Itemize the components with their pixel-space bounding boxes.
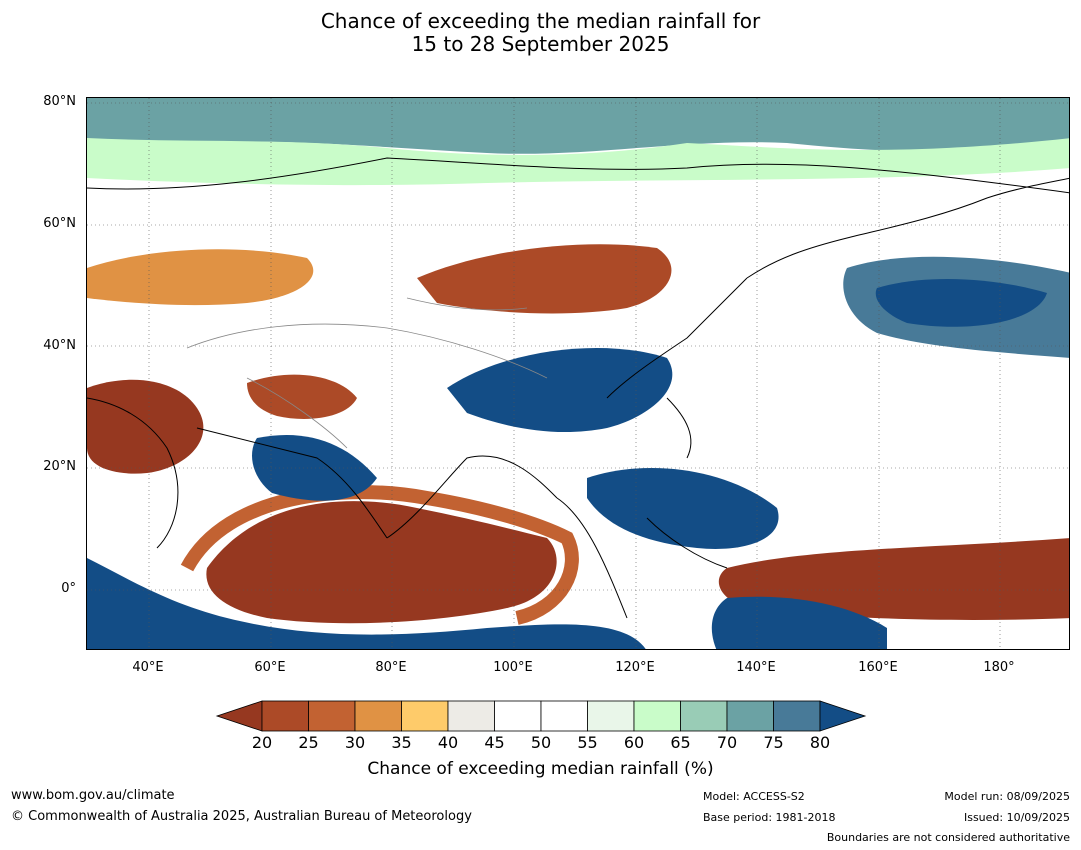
colorbar-segment: [494, 700, 542, 732]
footer-model: Model: ACCESS-S2: [703, 790, 805, 803]
lon-label-160e: 160°E: [858, 660, 898, 675]
colorbar-tick-label: 50: [530, 733, 552, 752]
dry-region-indian-ocean: [206, 501, 557, 624]
lat-label-20n: 20°N: [43, 459, 76, 474]
footer-website: www.bom.gov.au/climate: [11, 788, 175, 803]
dry-region-mongolia: [417, 244, 672, 314]
colorbar-segment: [726, 700, 774, 732]
colorbar-segments: [215, 700, 867, 732]
wet-region-tibet: [447, 348, 673, 433]
chart-title-line2: 15 to 28 September 2025: [411, 32, 670, 56]
footer-disclaimer: Boundaries are not considered authoritat…: [826, 831, 1070, 844]
wet-region-philippine-sea: [587, 468, 779, 549]
wet-region-arctic: [87, 98, 1069, 154]
lat-label-60n: 60°N: [43, 216, 76, 231]
rainfall-map: [86, 97, 1070, 650]
wet-region-north-pacific-core: [875, 278, 1047, 327]
colorbar-tick-label: 30: [344, 733, 366, 752]
colorbar-tick-label: 45: [484, 733, 505, 752]
dry-region-iran: [247, 374, 357, 419]
lon-label-120e: 120°E: [615, 660, 655, 675]
lon-label-80e: 80°E: [375, 660, 407, 675]
colorbar-segment: [540, 700, 588, 732]
colorbar-tick-label: 25: [298, 733, 319, 752]
colorbar-segment: [261, 700, 309, 732]
colorbar-tick-label: 20: [251, 733, 273, 752]
dry-region-central-asia: [87, 249, 314, 306]
lon-label-40e: 40°E: [132, 660, 164, 675]
dry-region-equatorial-pacific: [718, 538, 1069, 620]
wet-region-south-indian: [87, 558, 646, 649]
colorbar-tick-label: 35: [391, 733, 412, 752]
colorbar-tick-label: 60: [623, 733, 645, 752]
colorbar-label: Chance of exceeding median rainfall (%): [367, 759, 714, 779]
lon-label-180: 180°: [983, 660, 1015, 675]
chart-title-line1: Chance of exceeding the median rainfall …: [320, 9, 761, 33]
colorbar-tick-label: 75: [763, 733, 784, 752]
lon-label-100e: 100°E: [493, 660, 533, 675]
colorbar-segment: [773, 700, 821, 732]
colorbar-tick-label: 55: [577, 733, 598, 752]
colorbar-segment: [680, 700, 728, 732]
colorbar-tick-label: 65: [670, 733, 691, 752]
graticule: [87, 98, 1069, 649]
colorbar-under-arrow: [215, 700, 263, 732]
colorbar-tick-label: 80: [809, 733, 831, 752]
country-borders: [186, 297, 548, 449]
lat-label-0: 0°: [61, 581, 76, 596]
moist-region-arctic: [87, 138, 1069, 186]
lat-label-40n: 40°N: [43, 338, 76, 353]
colorbar-segment: [401, 700, 449, 732]
colorbar-over-arrow: [819, 700, 867, 732]
colorbar-tick-label: 70: [716, 733, 738, 752]
colorbar-segment: [587, 700, 635, 732]
colorbar-segment: [308, 700, 356, 732]
wet-region-coral-sea: [711, 596, 887, 649]
footer-copyright: © Commonwealth of Australia 2025, Austra…: [11, 809, 472, 824]
colorbar-tick-label: 40: [437, 733, 459, 752]
colorbar-segment: [447, 700, 495, 732]
footer-base-period: Base period: 1981-2018: [703, 811, 836, 824]
lon-label-60e: 60°E: [254, 660, 286, 675]
lon-label-140e: 140°E: [736, 660, 776, 675]
footer-model-run: Model run: 08/09/2025: [944, 790, 1070, 803]
colorbar-segment: [354, 700, 402, 732]
coastlines: [87, 157, 1069, 619]
colorbar-segment: [633, 700, 681, 732]
map-canvas: [87, 98, 1069, 649]
wet-region-arabian-sea: [252, 434, 377, 501]
dry-region-indian-ocean-edge: [180, 485, 579, 625]
lat-label-80n: 80°N: [43, 94, 76, 109]
dry-region-arabia: [87, 379, 204, 474]
footer-issued: Issued: 10/09/2025: [963, 811, 1070, 824]
